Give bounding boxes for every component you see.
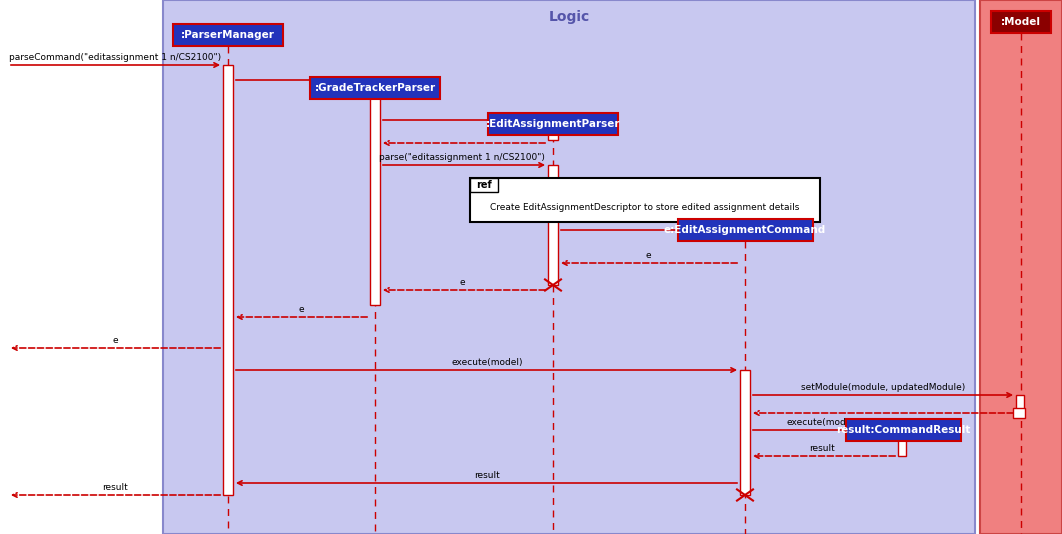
Text: :Model: :Model [1001, 17, 1041, 27]
Bar [370, 80, 380, 305]
Text: result: result [474, 471, 500, 480]
Text: e: e [646, 251, 651, 260]
Bar [489, 113, 618, 135]
Text: ref: ref [476, 180, 492, 190]
Text: e: e [298, 305, 304, 314]
Bar [548, 165, 558, 285]
Text: Model: Model [997, 10, 1045, 24]
Bar [1013, 408, 1025, 418]
Text: parseCommand("editassignment 1 n/CS2100"): parseCommand("editassignment 1 n/CS2100"… [8, 53, 221, 62]
Text: execute(model): execute(model) [451, 358, 523, 367]
Text: :ParserManager: :ParserManager [181, 30, 275, 40]
Bar [173, 24, 282, 46]
Text: e:EditAssignmentCommand: e:EditAssignmentCommand [664, 225, 826, 235]
Bar [548, 120, 558, 140]
Bar [1016, 395, 1024, 413]
Bar [162, 0, 975, 534]
Text: :EditAssignmentParser: :EditAssignmentParser [485, 119, 620, 129]
Text: result:CommandResult: result:CommandResult [836, 425, 971, 435]
Bar [470, 178, 498, 192]
Text: result: result [809, 444, 835, 453]
Text: setModule(module, updatedModule): setModule(module, updatedModule) [801, 383, 965, 392]
Bar [223, 65, 233, 495]
Text: parse("editassignment 1 n/CS2100"): parse("editassignment 1 n/CS2100") [379, 153, 545, 162]
Text: Logic: Logic [548, 10, 589, 24]
Text: result: result [102, 483, 127, 492]
Bar [310, 77, 440, 99]
Text: execute(model): execute(model) [786, 418, 858, 427]
Bar [898, 430, 906, 456]
Bar [470, 178, 820, 222]
Text: e: e [459, 278, 465, 287]
Text: :GradeTrackerParser: :GradeTrackerParser [314, 83, 435, 93]
Bar [740, 370, 750, 495]
Bar [980, 0, 1062, 534]
Text: e: e [113, 336, 118, 345]
Bar [845, 419, 960, 441]
Bar [678, 219, 812, 241]
Text: Create EditAssignmentDescriptor to store edited assignment details: Create EditAssignmentDescriptor to store… [491, 202, 800, 211]
Bar [991, 11, 1051, 33]
